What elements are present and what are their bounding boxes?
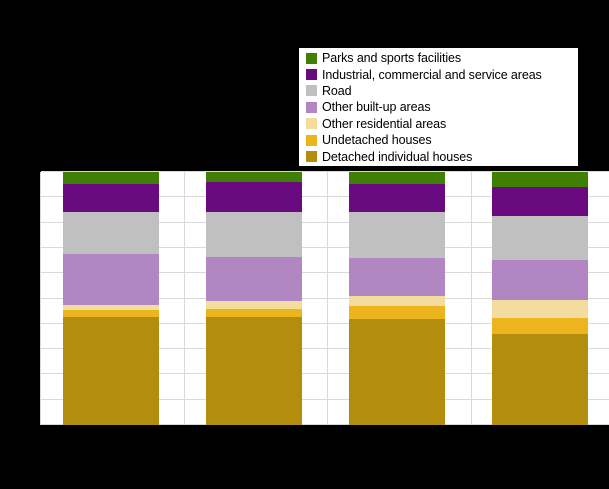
bar: [206, 172, 302, 425]
gridline-h: [41, 171, 609, 172]
plot-area: [40, 171, 609, 425]
bar-segment: [206, 181, 302, 213]
legend-swatch: [306, 118, 317, 130]
gridline-h: [41, 297, 609, 299]
bar-segment: [348, 257, 445, 297]
legend-item: Industrial, commercial and service areas: [306, 66, 578, 82]
legend: Parks and sports facilities Industrial, …: [297, 46, 580, 168]
bar-segment: [206, 301, 302, 309]
bar-segment: [348, 296, 445, 307]
legend-swatch: [306, 134, 317, 146]
gridline-h: [41, 348, 609, 350]
bar-segment: [491, 187, 588, 216]
bar-segment: [206, 212, 302, 257]
bar-segment: [491, 334, 588, 425]
bar-segment: [63, 211, 159, 254]
legend-item: Other residential areas: [306, 116, 578, 132]
bar-segment: [206, 308, 302, 317]
bar-segment: [491, 260, 588, 301]
bar-segment: [63, 309, 159, 317]
gridline-h: [41, 221, 609, 223]
legend-swatch: [306, 151, 317, 163]
bar-segment: [63, 316, 159, 425]
bar-segment: [348, 306, 445, 319]
bar-segment: [206, 256, 302, 302]
legend-swatch: [306, 101, 317, 113]
bar-segment: [206, 172, 302, 182]
legend-item-label: Detached individual houses: [322, 149, 473, 164]
legend-swatch: [306, 69, 317, 81]
legend-item-label: Parks and sports facilities: [322, 51, 462, 66]
legend-item-label: Other built-up areas: [322, 100, 431, 115]
legend-swatch: [306, 85, 317, 97]
gridline-v: [327, 172, 329, 425]
bar-segment: [63, 253, 159, 305]
bar: [348, 172, 445, 425]
legend-swatch: [306, 52, 317, 64]
legend-item-label: Other residential areas: [322, 116, 447, 131]
bar-segment: [63, 304, 159, 310]
bar-segment: [491, 172, 588, 188]
legend-item-label: Undetached houses: [322, 133, 432, 148]
gridline-h: [41, 272, 609, 274]
bar-segment: [348, 211, 445, 258]
legend-item: Parks and sports facilities: [306, 50, 578, 66]
bar-segment: [348, 172, 445, 185]
bar-segment: [491, 215, 588, 261]
legend-item: Road: [306, 83, 578, 99]
gridline-h: [41, 398, 609, 400]
gridline-h: [41, 424, 609, 425]
legend-item: Undetached houses: [306, 132, 578, 148]
bar-segment: [491, 300, 588, 319]
gridline-v: [470, 172, 472, 425]
bar-segment: [348, 319, 445, 425]
bar: [63, 172, 159, 425]
legend-item: Detached individual houses: [306, 148, 578, 164]
legend-item-label: Road: [322, 83, 352, 98]
gridline-h: [41, 322, 609, 324]
legend-item: Other built-up areas: [306, 99, 578, 115]
gridline-h: [41, 373, 609, 375]
bar-segment: [491, 318, 588, 335]
bar-segment: [206, 316, 302, 425]
legend-item-label: Industrial, commercial and service areas: [322, 67, 542, 82]
bar-segment: [348, 184, 445, 212]
gridline-v: [183, 172, 185, 425]
gridline-h: [41, 246, 609, 248]
bar: [491, 172, 588, 425]
bar-segment: [63, 183, 159, 212]
bar-segment: [63, 172, 159, 184]
gridline-h: [41, 196, 609, 198]
